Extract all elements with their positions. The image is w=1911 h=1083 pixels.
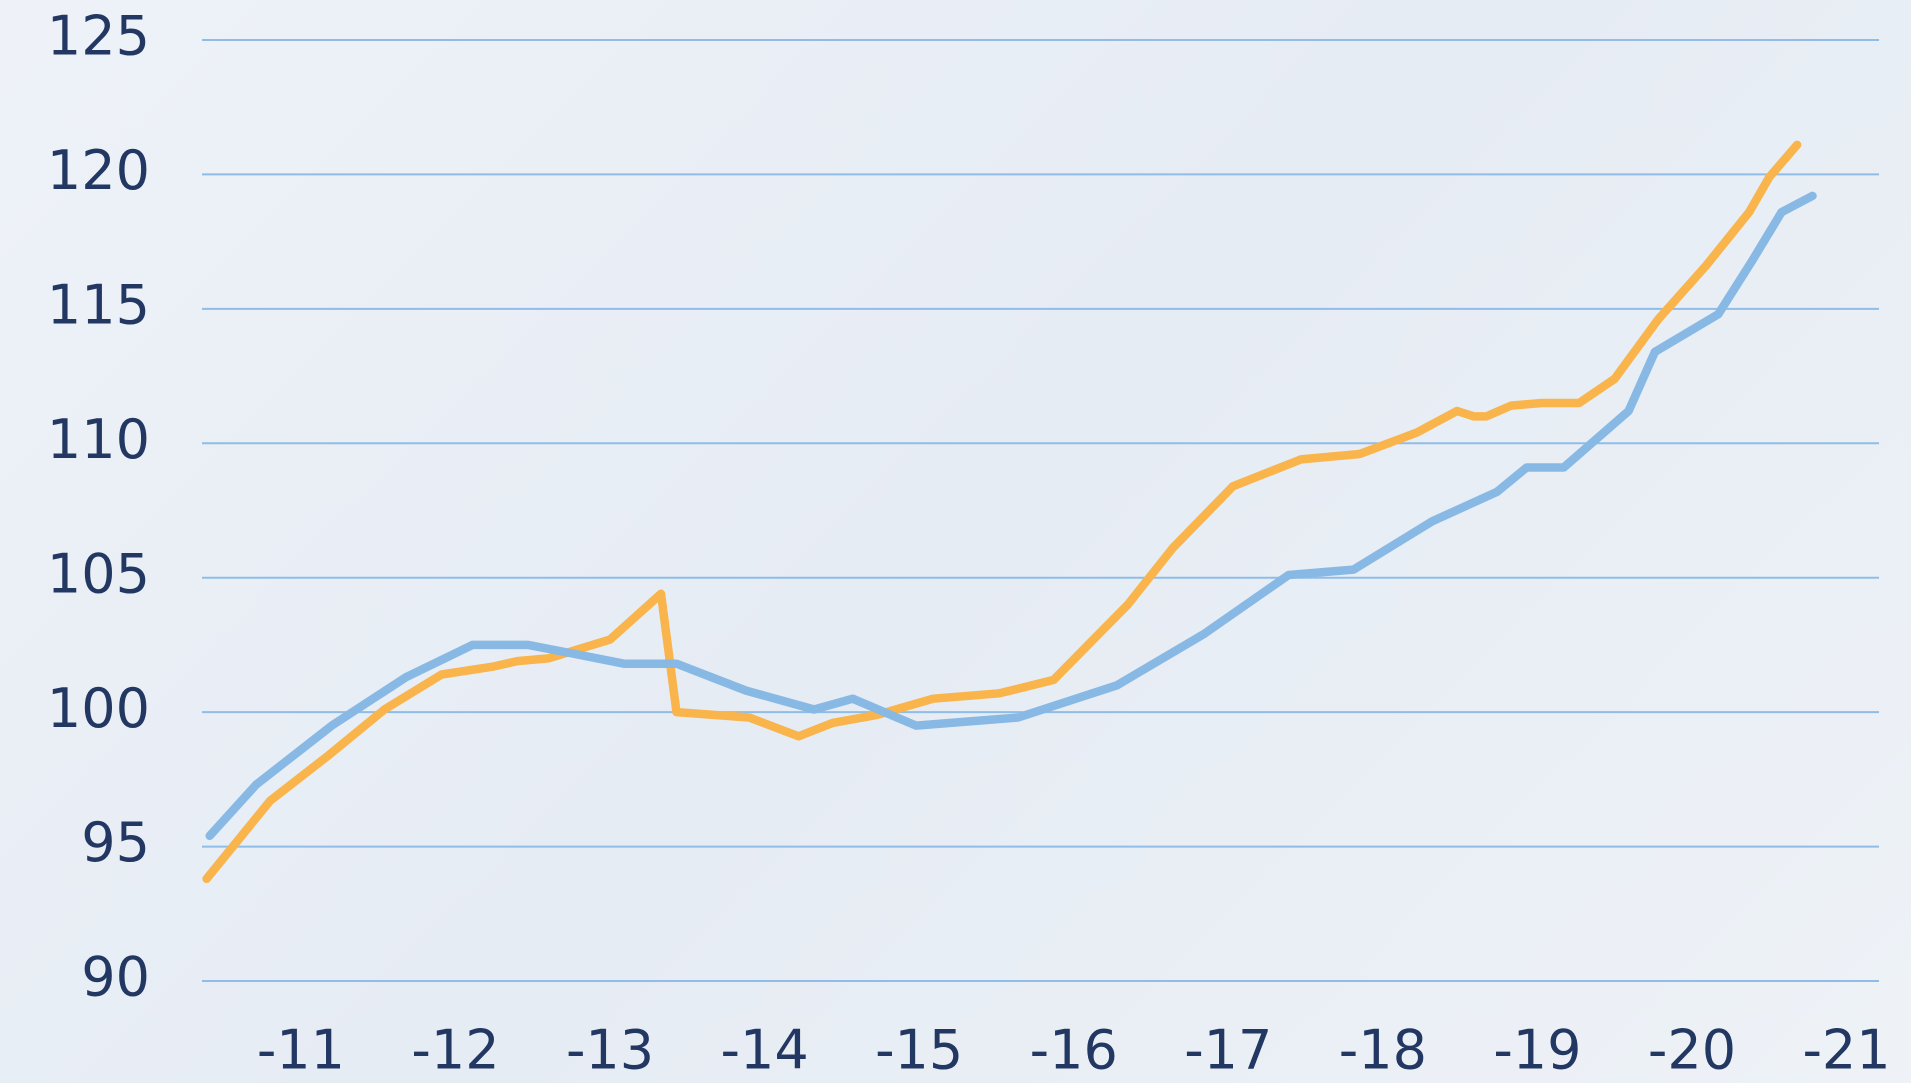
x-tick-label: -17 xyxy=(1184,1019,1272,1082)
x-tick-label: -21 xyxy=(1802,1019,1890,1082)
y-tick-label: 120 xyxy=(47,139,150,202)
x-tick-label: -18 xyxy=(1339,1019,1427,1082)
y-tick-label: 115 xyxy=(47,273,150,336)
data-line xyxy=(202,140,1802,884)
x-tick-label: -11 xyxy=(257,1019,345,1082)
x-tick-label: -13 xyxy=(566,1019,654,1082)
y-tick-label: 90 xyxy=(81,946,150,1009)
x-tick-label: -16 xyxy=(1030,1019,1118,1082)
x-tick-label: -14 xyxy=(721,1019,809,1082)
y-tick-label: 110 xyxy=(47,408,150,471)
x-tick-label: -15 xyxy=(875,1019,963,1082)
x-tick-label: -19 xyxy=(1493,1019,1581,1082)
y-tick-label: 105 xyxy=(47,542,150,605)
x-tick-label: -20 xyxy=(1648,1019,1736,1082)
data-line xyxy=(205,191,1817,841)
y-tick-label: 100 xyxy=(47,677,150,740)
x-tick-label: -12 xyxy=(411,1019,499,1082)
y-tick-label: 125 xyxy=(47,5,150,68)
y-tick-label: 95 xyxy=(81,811,150,874)
